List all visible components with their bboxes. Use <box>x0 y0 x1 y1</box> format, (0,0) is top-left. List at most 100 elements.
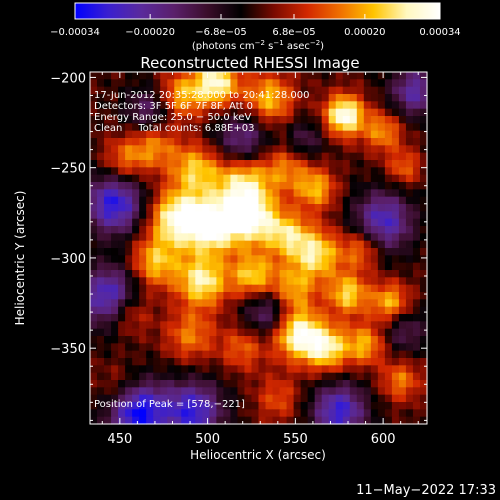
heatmap-cell <box>223 380 232 388</box>
heatmap-cell <box>111 365 119 374</box>
heatmap-cell <box>251 94 260 102</box>
heatmap-cell <box>174 328 182 337</box>
heatmap-cell <box>223 123 232 132</box>
heatmap-cell <box>335 402 344 410</box>
heatmap-cell <box>146 358 154 366</box>
heatmap-cell <box>293 365 302 374</box>
heatmap-cell <box>356 108 365 117</box>
colorbar-tick-label: −0.00020 <box>125 27 175 38</box>
heatmap-cell <box>111 248 119 256</box>
heatmap-cell <box>279 409 288 418</box>
heatmap-cell <box>349 248 358 256</box>
heatmap-cell <box>321 108 330 117</box>
heatmap-cell <box>237 138 246 146</box>
heatmap-cell <box>391 416 400 425</box>
heatmap-cell <box>251 86 260 95</box>
heatmap-cell <box>377 152 386 161</box>
heatmap-cell <box>272 233 281 242</box>
heatmap-cell <box>90 270 98 278</box>
heatmap-cell <box>286 409 295 418</box>
heatmap-cell <box>160 284 168 293</box>
heatmap-cell <box>363 255 372 264</box>
heatmap-cell <box>244 182 253 190</box>
heatmap-cell <box>230 72 239 80</box>
heatmap-cell <box>195 248 203 256</box>
heatmap-cell <box>181 365 189 374</box>
heatmap-cell <box>160 306 168 315</box>
heatmap-cell <box>286 79 295 88</box>
heatmap-cell <box>244 196 253 205</box>
heatmap-cell <box>328 160 337 168</box>
heatmap-cell <box>153 79 161 88</box>
heatmap-cell <box>412 101 421 110</box>
heatmap-cell <box>377 248 386 256</box>
heatmap-cell <box>272 372 281 381</box>
heatmap-cell <box>181 138 189 146</box>
heatmap-cell <box>279 86 288 95</box>
heatmap-cell <box>125 167 133 176</box>
heatmap-cell <box>307 152 316 161</box>
heatmap-cell <box>139 299 147 308</box>
heatmap-cell <box>328 248 337 256</box>
heatmap-cell <box>349 130 358 139</box>
heatmap-cell <box>167 409 175 418</box>
heatmap-cell <box>321 416 330 425</box>
heatmap-cell <box>111 130 119 139</box>
heatmap-cell <box>321 130 330 139</box>
heatmap-cell <box>265 328 274 337</box>
heatmap-cell <box>223 372 232 381</box>
heatmap-cell <box>293 394 302 403</box>
heatmap-cell <box>363 196 372 205</box>
heatmap-cell <box>405 248 414 256</box>
heatmap-cell <box>314 116 323 124</box>
heatmap-cell <box>391 167 400 176</box>
heatmap-cell <box>370 284 379 293</box>
heatmap-cell <box>286 152 295 161</box>
heatmap-cell <box>342 358 351 366</box>
heatmap-cell <box>265 372 274 381</box>
heatmap-cell <box>244 174 253 183</box>
heatmap-cell <box>104 189 112 198</box>
heatmap-cell <box>398 314 407 322</box>
heatmap-cell <box>370 409 379 418</box>
heatmap-cell <box>314 292 323 300</box>
heatmap-cell <box>314 160 323 168</box>
heatmap-cell <box>398 248 407 256</box>
heatmap-cell <box>181 116 189 124</box>
heatmap-cell <box>272 292 281 300</box>
heatmap-cell <box>139 116 147 124</box>
heatmap-cell <box>279 130 288 139</box>
heatmap-cell <box>258 328 267 337</box>
heatmap-cell <box>342 387 351 396</box>
heatmap-cell <box>391 409 400 418</box>
heatmap-cell <box>216 94 224 102</box>
heatmap-cell <box>293 292 302 300</box>
heatmap-cell <box>398 211 407 220</box>
heatmap-cell <box>104 130 112 139</box>
heatmap-cell <box>202 152 210 161</box>
heatmap-cell <box>153 387 161 396</box>
heatmap-cell <box>202 226 210 234</box>
heatmap-cell <box>146 299 154 308</box>
heatmap-cell <box>174 416 182 425</box>
colorbar-tick-label: −6.8e−05 <box>195 27 247 38</box>
heatmap-cell <box>342 79 351 88</box>
heatmap-cell <box>167 138 175 146</box>
heatmap-cell <box>272 270 281 278</box>
heatmap-cell <box>188 262 196 271</box>
heatmap-cell <box>167 108 175 117</box>
heatmap-cell <box>412 72 421 80</box>
heatmap-cell <box>153 248 161 256</box>
heatmap-cell <box>104 380 112 388</box>
heatmap-cell <box>356 416 365 425</box>
heatmap-cell <box>132 284 140 293</box>
heatmap-cell <box>300 160 309 168</box>
heatmap-cell <box>300 299 309 308</box>
heatmap-cell <box>377 255 386 264</box>
heatmap-cell <box>223 72 232 80</box>
heatmap-cell <box>314 182 323 190</box>
heatmap-cell <box>118 336 126 344</box>
heatmap-cell <box>195 196 203 205</box>
heatmap-cell <box>111 343 119 352</box>
heatmap-cell <box>139 343 147 352</box>
